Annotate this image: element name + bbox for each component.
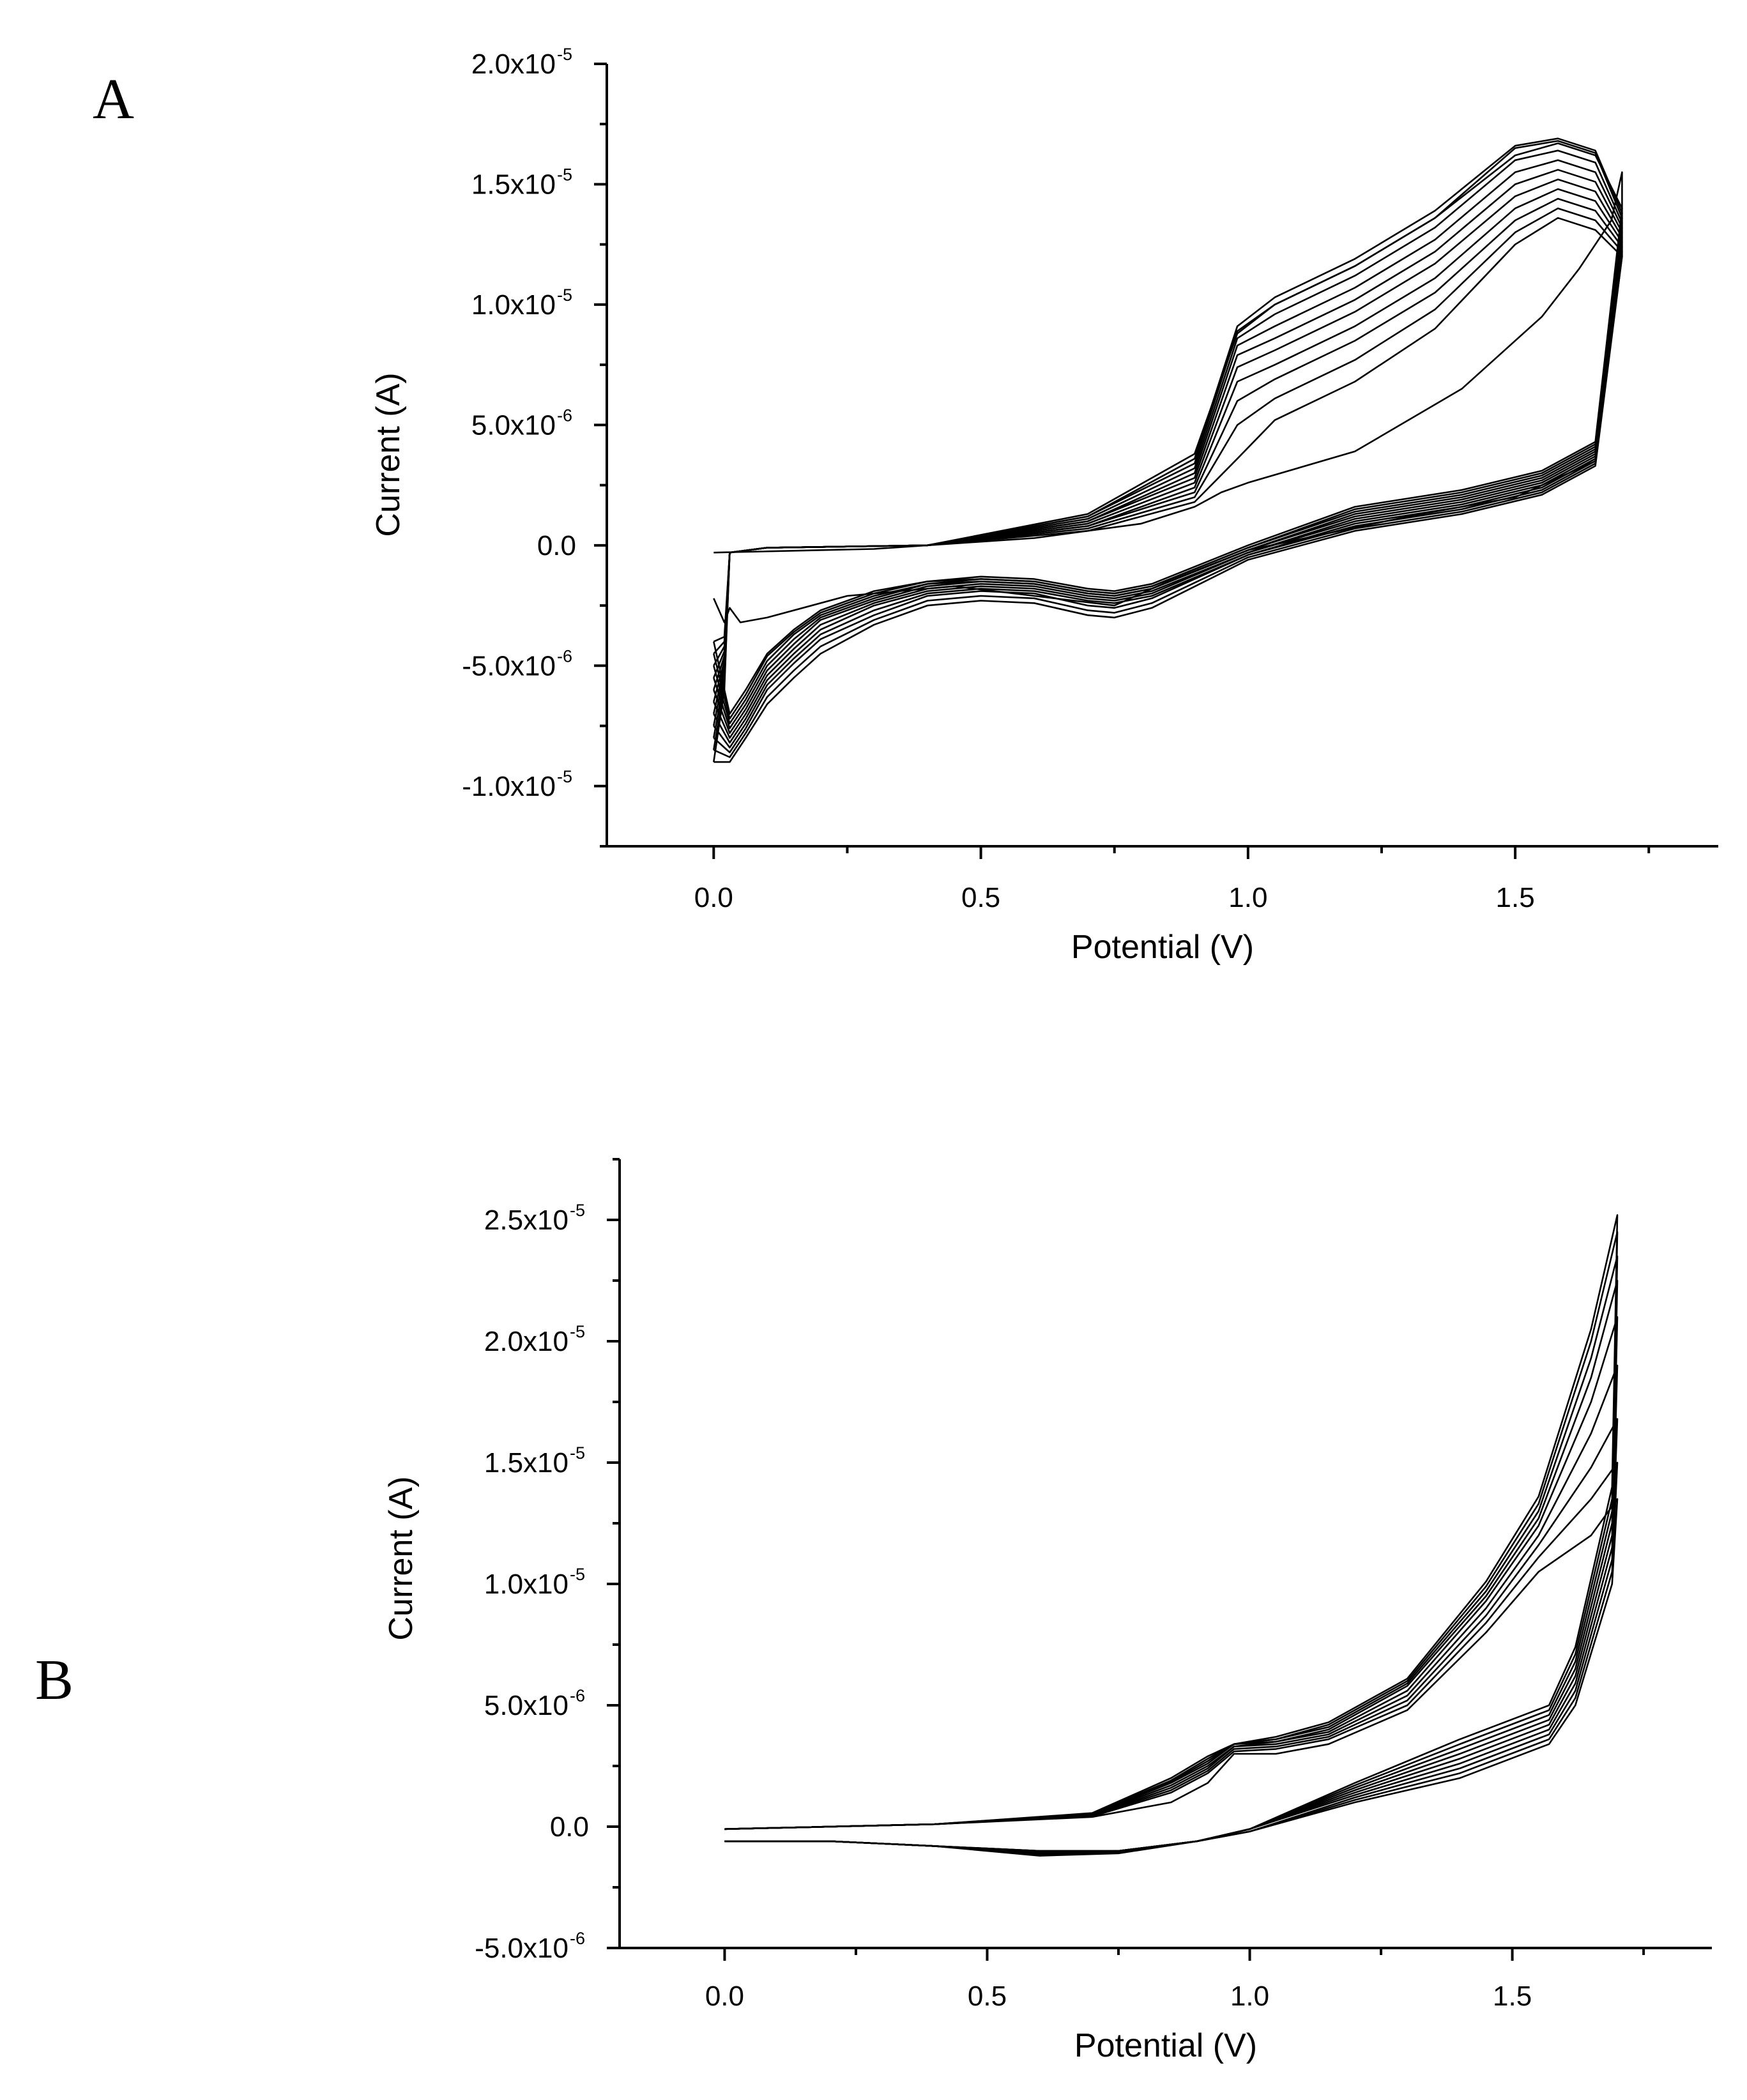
panel-b-letter: B	[35, 1648, 73, 1712]
chart-b-x-tick-label: 0.5	[968, 1981, 1007, 2012]
chart-a-series-line	[713, 159, 1623, 734]
chart-a-y-tick-exponent: -5	[557, 165, 572, 184]
chart-a-series-line	[713, 171, 1623, 623]
chart-b-y-tick-label: 1.0x10	[484, 1569, 568, 1600]
chart-b-series-line	[724, 1498, 1619, 1857]
chart-a-x-tick-label: 1.5	[1496, 882, 1535, 913]
chart-b-y-tick-label: -5.0x10	[475, 1933, 568, 1964]
chart-b-y-tick-exponent: -5	[570, 1201, 585, 1220]
chart-b-y-tick-label: 1.5x10	[484, 1447, 568, 1479]
chart-a-x-tick-label: 0.5	[961, 882, 1000, 913]
chart-a-y-tick-exponent: -5	[557, 285, 572, 305]
panel-a-letter: A	[93, 68, 134, 131]
chart-a-y-tick-label: -5.0x10	[462, 650, 556, 681]
chart-a-series-line	[713, 217, 1623, 763]
chart-a-y-tick-exponent: -6	[557, 406, 572, 425]
chart-a-series-line	[713, 207, 1623, 758]
chart-a-series-line	[713, 140, 1623, 725]
chart-a-y-tick-exponent: -6	[557, 646, 572, 666]
chart-a-y-tick-label: 1.5x10	[471, 169, 556, 200]
chart-b-y-tick-label: 2.5x10	[484, 1205, 568, 1236]
chart-b-y-tick-label: 0.0	[550, 1811, 589, 1843]
chart-b-y-tick-exponent: -6	[570, 1929, 585, 1948]
chart-a-y-tick-label: -1.0x10	[462, 771, 556, 802]
chart-b-series-line	[724, 1279, 1619, 1853]
chart-a-series-line	[713, 142, 1623, 715]
chart-b-x-tick-label: 1.0	[1230, 1981, 1269, 2012]
chart-b-y-tick-label: 2.0x10	[484, 1326, 568, 1357]
chart-a-series-line	[713, 169, 1623, 739]
chart-a-y-tick-exponent: -5	[557, 767, 572, 786]
chart-a-y-axis-title: Current (A)	[370, 372, 407, 536]
chart-a-series-line	[713, 137, 1623, 720]
chart-b-y-axis-title: Current (A)	[383, 1476, 420, 1640]
chart-a-series-line	[713, 197, 1623, 754]
chart-b-y-tick-exponent: -5	[570, 1443, 585, 1463]
chart-b-x-tick-label: 1.5	[1493, 1981, 1532, 2012]
chart-b-series-line	[724, 1214, 1619, 1852]
chart-a-y-tick-label: 2.0x10	[471, 49, 556, 80]
chart-b-y-tick-exponent: -6	[570, 1686, 585, 1705]
chart-a-x-tick-label: 0.0	[694, 882, 733, 913]
chart-b-y-tick-exponent: -5	[570, 1322, 585, 1341]
chart-b: 2.5x10 -52.0x10 -51.5x10 -51.0x10 -55.0x10 -6…	[383, 1158, 1712, 2064]
chart-a-y-tick-label: 1.0x10	[471, 289, 556, 321]
chart-b-x-tick-label: 0.0	[705, 1981, 744, 2012]
chart-a-y-tick-exponent: -5	[557, 45, 572, 64]
chart-a-series-line	[713, 188, 1623, 749]
chart-b-series-line	[724, 1461, 1619, 1855]
chart-a-y-tick-label: 0.0	[537, 530, 576, 561]
chart-a-series-line	[713, 149, 1623, 729]
chart-a-x-axis-title: Potential (V)	[1071, 929, 1254, 966]
chart-b-y-tick-label: 5.0x10	[484, 1690, 568, 1721]
chart-a-series-line	[713, 178, 1623, 744]
chart-b-series-line	[724, 1255, 1619, 1852]
chart-a-x-tick-label: 1.0	[1228, 882, 1267, 913]
chart-a: 2.0x10 -51.5x10 -51.0x10 -55.0x10 -60.0-5.0x…	[370, 45, 1718, 966]
chart-a-y-tick-label: 5.0x10	[471, 409, 556, 441]
chart-b-x-axis-title: Potential (V)	[1074, 2027, 1257, 2064]
chart-b-y-tick-exponent: -5	[570, 1565, 585, 1584]
chart-b-series-line	[724, 1231, 1619, 1852]
